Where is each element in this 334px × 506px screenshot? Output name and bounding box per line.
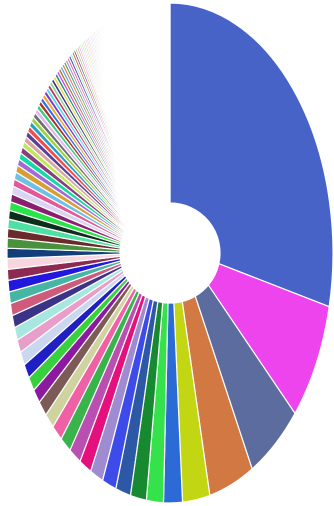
pie-slice [207, 262, 330, 415]
pie-slice [169, 2, 334, 308]
pie-slices [6, 2, 334, 504]
